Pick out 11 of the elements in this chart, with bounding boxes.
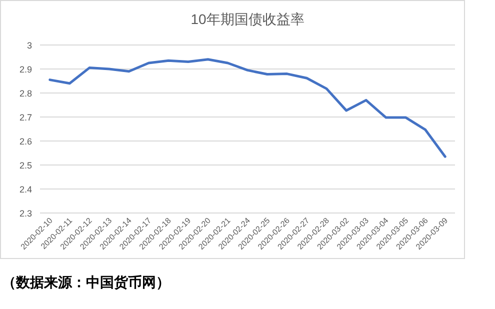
y-tick-label: 2.7 — [19, 112, 32, 122]
y-tick-label: 2.6 — [19, 136, 32, 146]
y-tick-label: 2.4 — [19, 184, 32, 194]
text: （数据来源：中国货币网） — [2, 274, 170, 290]
y-tick-label: 2.9 — [19, 64, 32, 74]
chart-title: 10年期国债收益率 — [190, 11, 304, 27]
line-series — [48, 58, 446, 158]
y-tick-label: 2.3 — [19, 208, 32, 218]
y-tick-label: 3 — [26, 40, 32, 50]
y-tick-label: 2.5 — [19, 160, 32, 170]
y-tick-label: 2.8 — [19, 88, 32, 98]
